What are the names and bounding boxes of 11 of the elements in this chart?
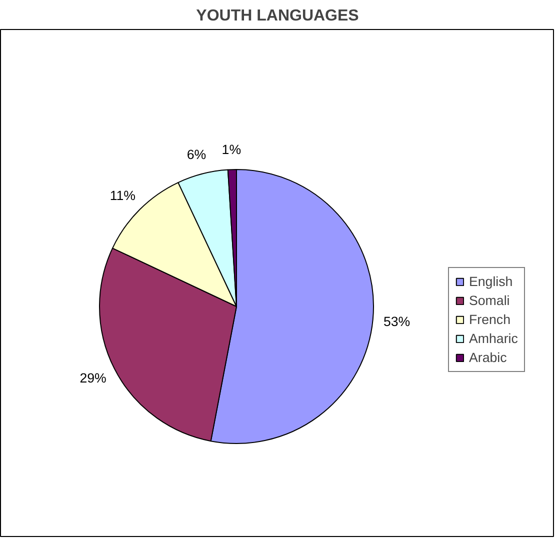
data-label: 53% bbox=[383, 314, 410, 329]
data-label: 6% bbox=[186, 146, 206, 162]
legend-label: Amharic bbox=[469, 331, 518, 346]
data-label: 11% bbox=[110, 188, 136, 203]
legend-label: Arabic bbox=[469, 350, 507, 365]
legend-label: English bbox=[469, 274, 513, 289]
data-label: 1% bbox=[222, 142, 242, 158]
chart-title: YOUTH LANGUAGES bbox=[196, 8, 360, 24]
data-label: 29% bbox=[80, 370, 107, 386]
legend-label: French bbox=[469, 312, 510, 327]
legend-label: Somali bbox=[469, 293, 510, 308]
